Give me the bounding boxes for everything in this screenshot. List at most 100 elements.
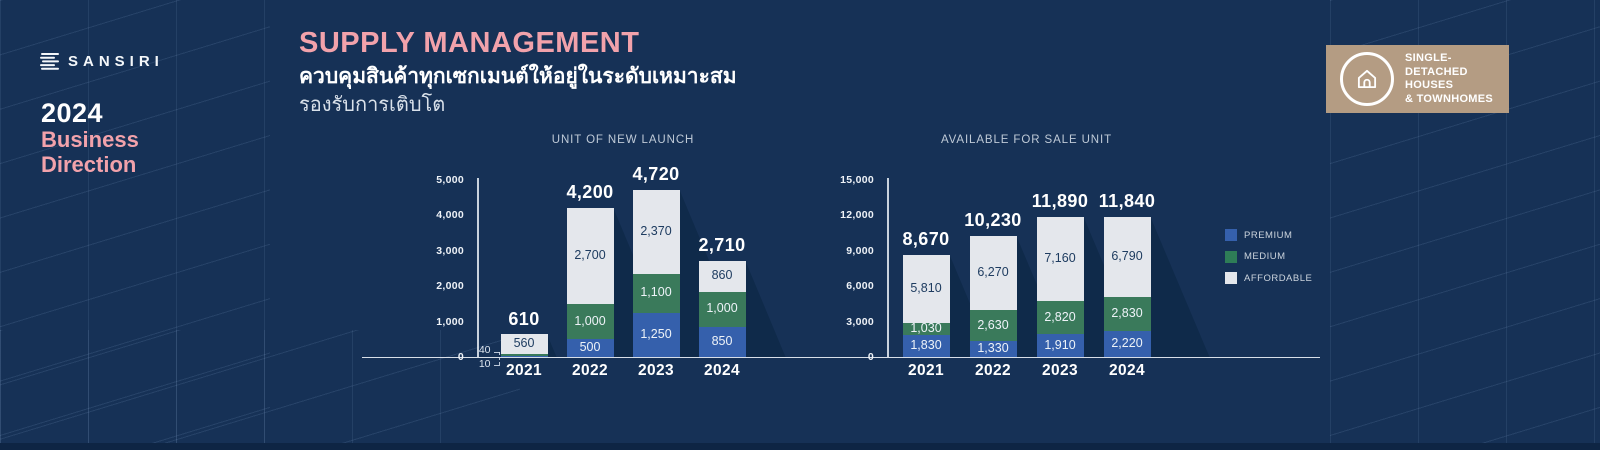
bar-segment bbox=[1103, 330, 1151, 357]
bar-total-label: 11,890 bbox=[1031, 190, 1089, 211]
y-axis-tick: 1,000 bbox=[436, 315, 464, 328]
bar-total-label: 610 bbox=[508, 309, 540, 330]
bar-segment-label: 5,810 bbox=[910, 280, 942, 295]
bar-segment bbox=[500, 354, 548, 356]
bar-total-label: 2,710 bbox=[698, 235, 746, 256]
direction-line: Direction bbox=[41, 152, 137, 177]
bar-segment bbox=[1036, 301, 1084, 335]
badge-text: SINGLE-DETACHED HOUSES & TOWNHOMES bbox=[1405, 52, 1509, 106]
bar-segment-label: 1,830 bbox=[910, 338, 942, 353]
y-axis-line bbox=[887, 178, 889, 357]
legend-item: MEDIUM bbox=[1225, 250, 1286, 263]
bar-segment bbox=[566, 208, 614, 304]
bar-total-label: 10,230 bbox=[964, 210, 1022, 231]
bar-segment bbox=[632, 312, 680, 357]
bar-segment bbox=[902, 254, 950, 324]
legend-swatch bbox=[1225, 229, 1237, 241]
y-axis-tick: 12,000 bbox=[840, 209, 874, 222]
sansiri-logo: SANSIRI bbox=[40, 53, 164, 70]
y-axis-tick: 3,000 bbox=[436, 244, 464, 257]
bar-segment bbox=[698, 261, 746, 292]
bar-segment bbox=[500, 334, 548, 354]
bar-shadow bbox=[745, 261, 786, 357]
x-axis-line bbox=[362, 356, 1320, 358]
bar-total-label: 4,200 bbox=[566, 182, 614, 203]
bar-segment-label: 1,250 bbox=[640, 326, 672, 341]
y-axis-tick: 0 bbox=[867, 351, 874, 363]
bar-segment-label: 2,370 bbox=[640, 223, 672, 238]
sansiri-logo-text: SANSIRI bbox=[68, 53, 164, 70]
bar-segment bbox=[969, 310, 1017, 342]
x-axis-label: 2021 bbox=[505, 362, 543, 379]
y-axis-line bbox=[477, 178, 479, 357]
x-axis-label: 2023 bbox=[1041, 362, 1079, 379]
bar-segment bbox=[969, 341, 1017, 357]
subtitle-thai-light: รองรับการเติบโต bbox=[299, 94, 446, 116]
legend-swatch bbox=[1225, 272, 1237, 284]
legend-label: AFFORDABLE bbox=[1244, 272, 1313, 284]
bar-segment-label: 1,910 bbox=[1044, 337, 1076, 352]
callout-dash-side bbox=[498, 352, 500, 365]
subtitle-thai-bold: ควบคุมสินค้าทุกเซกเมนต์ให้อยู่ในระดับเหม… bbox=[299, 65, 737, 88]
y-axis-tick: 4,000 bbox=[436, 209, 464, 222]
x-axis-label: 2021 bbox=[907, 362, 945, 379]
bar-segment-label: 6,270 bbox=[977, 265, 1009, 280]
house-icon bbox=[1354, 66, 1380, 92]
bar-segment-label: 2,820 bbox=[1044, 309, 1076, 324]
bar-segment-label: 500 bbox=[579, 340, 601, 355]
bar-segment bbox=[566, 339, 614, 357]
y-axis-tick: 6,000 bbox=[846, 280, 874, 293]
bar-segment-label: 2,700 bbox=[574, 248, 606, 263]
bar-segment-label: 6,790 bbox=[1111, 249, 1143, 264]
y-axis-tick: 9,000 bbox=[846, 244, 874, 257]
callout-label: 10 bbox=[478, 357, 491, 370]
chart-title: UNIT OF NEW LAUNCH bbox=[551, 134, 695, 146]
callout-label: 40 bbox=[478, 344, 491, 356]
chart-title: AVAILABLE FOR SALE UNIT bbox=[940, 134, 1113, 146]
y-axis-tick: 0 bbox=[457, 351, 464, 363]
bar-segment bbox=[902, 335, 950, 357]
badge-line-3: & TOWNHOMES bbox=[1405, 92, 1494, 105]
bar-segment bbox=[632, 189, 680, 274]
y-axis-tick: 5,000 bbox=[436, 174, 464, 186]
bar-segment bbox=[1103, 217, 1151, 298]
bar-segment bbox=[632, 273, 680, 313]
bar-segment bbox=[698, 326, 746, 357]
badge-line-2: HOUSES bbox=[1405, 79, 1454, 91]
bar-segment-label: 1,100 bbox=[640, 285, 672, 300]
business-line: Business bbox=[41, 127, 139, 152]
bar-segment-label: 2,630 bbox=[977, 317, 1009, 332]
bar-segment-label: 2,220 bbox=[1111, 335, 1143, 350]
y-axis-tick: 3,000 bbox=[846, 315, 874, 328]
bar-segment bbox=[698, 291, 746, 327]
legend-label: PREMIUM bbox=[1244, 229, 1293, 241]
bar-segment-label: 1,000 bbox=[574, 313, 606, 328]
sansiri-logo-icon bbox=[40, 53, 60, 70]
badge-line-1: SINGLE-DETACHED bbox=[1405, 52, 1468, 78]
x-axis-label: 2024 bbox=[1108, 362, 1146, 379]
x-axis-label: 2022 bbox=[974, 362, 1012, 379]
legend-item: PREMIUM bbox=[1225, 229, 1292, 241]
y-axis-tick: 15,000 bbox=[840, 174, 874, 186]
badge-circle bbox=[1340, 52, 1394, 106]
x-axis-label: 2023 bbox=[637, 362, 675, 379]
business-direction-label: Business Direction bbox=[41, 127, 139, 177]
legend-item: AFFORDABLE bbox=[1225, 272, 1312, 284]
bar-total-label: 11,840 bbox=[1098, 191, 1156, 212]
bar-shadow bbox=[547, 335, 557, 357]
bar-shadow bbox=[1150, 217, 1210, 357]
bar-segment-label: 1,000 bbox=[706, 301, 738, 316]
segment-badge: SINGLE-DETACHED HOUSES & TOWNHOMES bbox=[1326, 45, 1509, 113]
callout-dash-top bbox=[493, 352, 500, 353]
bar-total-label: 8,670 bbox=[902, 228, 950, 249]
bar-segment bbox=[1103, 297, 1151, 331]
bar-segment bbox=[566, 303, 614, 340]
x-axis-label: 2022 bbox=[571, 362, 609, 379]
callout-dash-bottom bbox=[493, 365, 500, 366]
bar-segment-label: 560 bbox=[513, 336, 535, 351]
bar-segment-label: 1,330 bbox=[977, 341, 1009, 356]
background-pattern-bottom-left bbox=[0, 330, 520, 450]
bar-segment-label: 850 bbox=[711, 333, 733, 348]
bottom-strip bbox=[0, 443, 1600, 450]
